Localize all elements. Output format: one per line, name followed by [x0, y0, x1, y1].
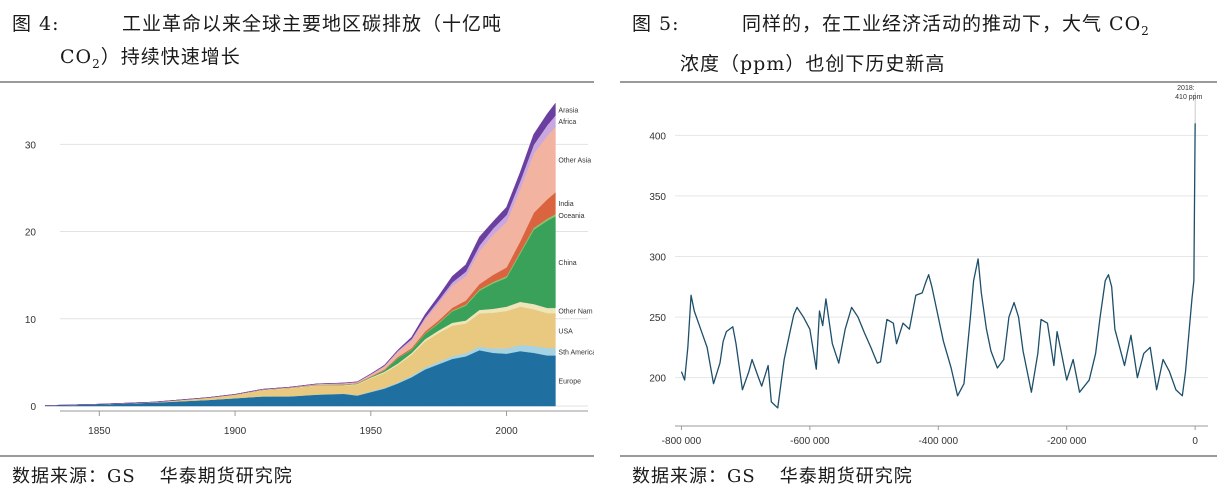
series-label: Africa — [558, 119, 576, 126]
x-tick-label: 0 — [1192, 436, 1198, 447]
figure-4-caption: 图 4: 工业革命以来全球主要地区碳排放（十亿吨 CO2）持续快速增长 — [12, 8, 502, 81]
annotation-label: 2018: — [1177, 85, 1195, 92]
x-tick-label: 1900 — [224, 426, 247, 437]
source-divider — [620, 455, 1217, 457]
series-label: USA — [558, 329, 573, 336]
y-tick-label: 250 — [649, 313, 666, 324]
x-tick-label: -200 000 — [1047, 436, 1087, 447]
y-tick-label: 0 — [30, 402, 36, 413]
figure-5-caption: 图 5: 同样的，在工业经济活动的推动下，大气 CO2 浓度（ppm）也创下历史新… — [632, 8, 1150, 81]
x-tick-label: -800 000 — [662, 436, 702, 447]
series-label: Other Nam — [558, 308, 592, 315]
y-tick-label: 20 — [25, 228, 37, 239]
co2-line-chart: 200 250 300 350 400 -800 000 -600 000 -400 000 -… — [649, 85, 1208, 447]
figure-4-number: 图 4: — [12, 13, 60, 35]
figure-5-panel: 图 5: 同样的，在工业经济活动的推动下，大气 CO2 浓度（ppm）也创下历史新… — [620, 0, 1217, 498]
series-label: India — [558, 201, 573, 208]
caption-divider — [0, 81, 594, 83]
figure-5-title-line2: 浓度（ppm）也创下历史新高 — [680, 52, 946, 75]
series-label: Europe — [558, 379, 581, 386]
series-label: Arasia — [558, 107, 578, 114]
x-tick-label: 2000 — [495, 426, 518, 437]
y-tick-label: 10 — [25, 315, 37, 326]
y-tick-label: 200 — [649, 374, 666, 385]
x-tick-label: 1850 — [88, 426, 111, 437]
annotation-label: 410 ppm — [1175, 94, 1202, 101]
figure-5-number: 图 5: — [632, 13, 680, 35]
series-label: Sth America — [558, 350, 594, 357]
series-label: China — [558, 260, 576, 267]
area-series-europe — [44, 349, 556, 407]
x-tick-label: -400 000 — [919, 436, 959, 447]
figure-4-source: 数据来源：GS 华泰期货研究院 — [12, 466, 293, 487]
y-tick-label: 30 — [25, 140, 37, 151]
figure-5-source: 数据来源：GS 华泰期货研究院 — [632, 466, 913, 487]
y-tick-label: 400 — [649, 131, 666, 142]
x-tick-label: 1950 — [360, 426, 383, 437]
area-series-arasia — [44, 102, 556, 406]
y-tick-label: 350 — [649, 192, 666, 203]
caption-divider — [620, 81, 1217, 83]
co2-series-line — [680, 123, 1196, 409]
emissions-area-chart: 0 10 20 30 1850 1900 1950 2000 Europe Sth America… — [25, 102, 594, 437]
x-tick-label: -600 000 — [790, 436, 830, 447]
y-tick-label: 300 — [649, 253, 666, 264]
figure-4-title-line2: CO2）持续快速增长 — [60, 46, 241, 71]
figure-4-panel: 图 4: 工业革命以来全球主要地区碳排放（十亿吨 CO2）持续快速增长 0 10 20… — [0, 0, 594, 498]
figure-4-title-line1: 工业革命以来全球主要地区碳排放（十亿吨 — [122, 13, 503, 35]
series-label: Other Asia — [558, 158, 591, 165]
source-divider — [0, 455, 594, 457]
series-label: Oceania — [558, 213, 584, 220]
figure-5-title-line1: 同样的，在工业经济活动的推动下，大气 CO2 — [742, 13, 1150, 38]
